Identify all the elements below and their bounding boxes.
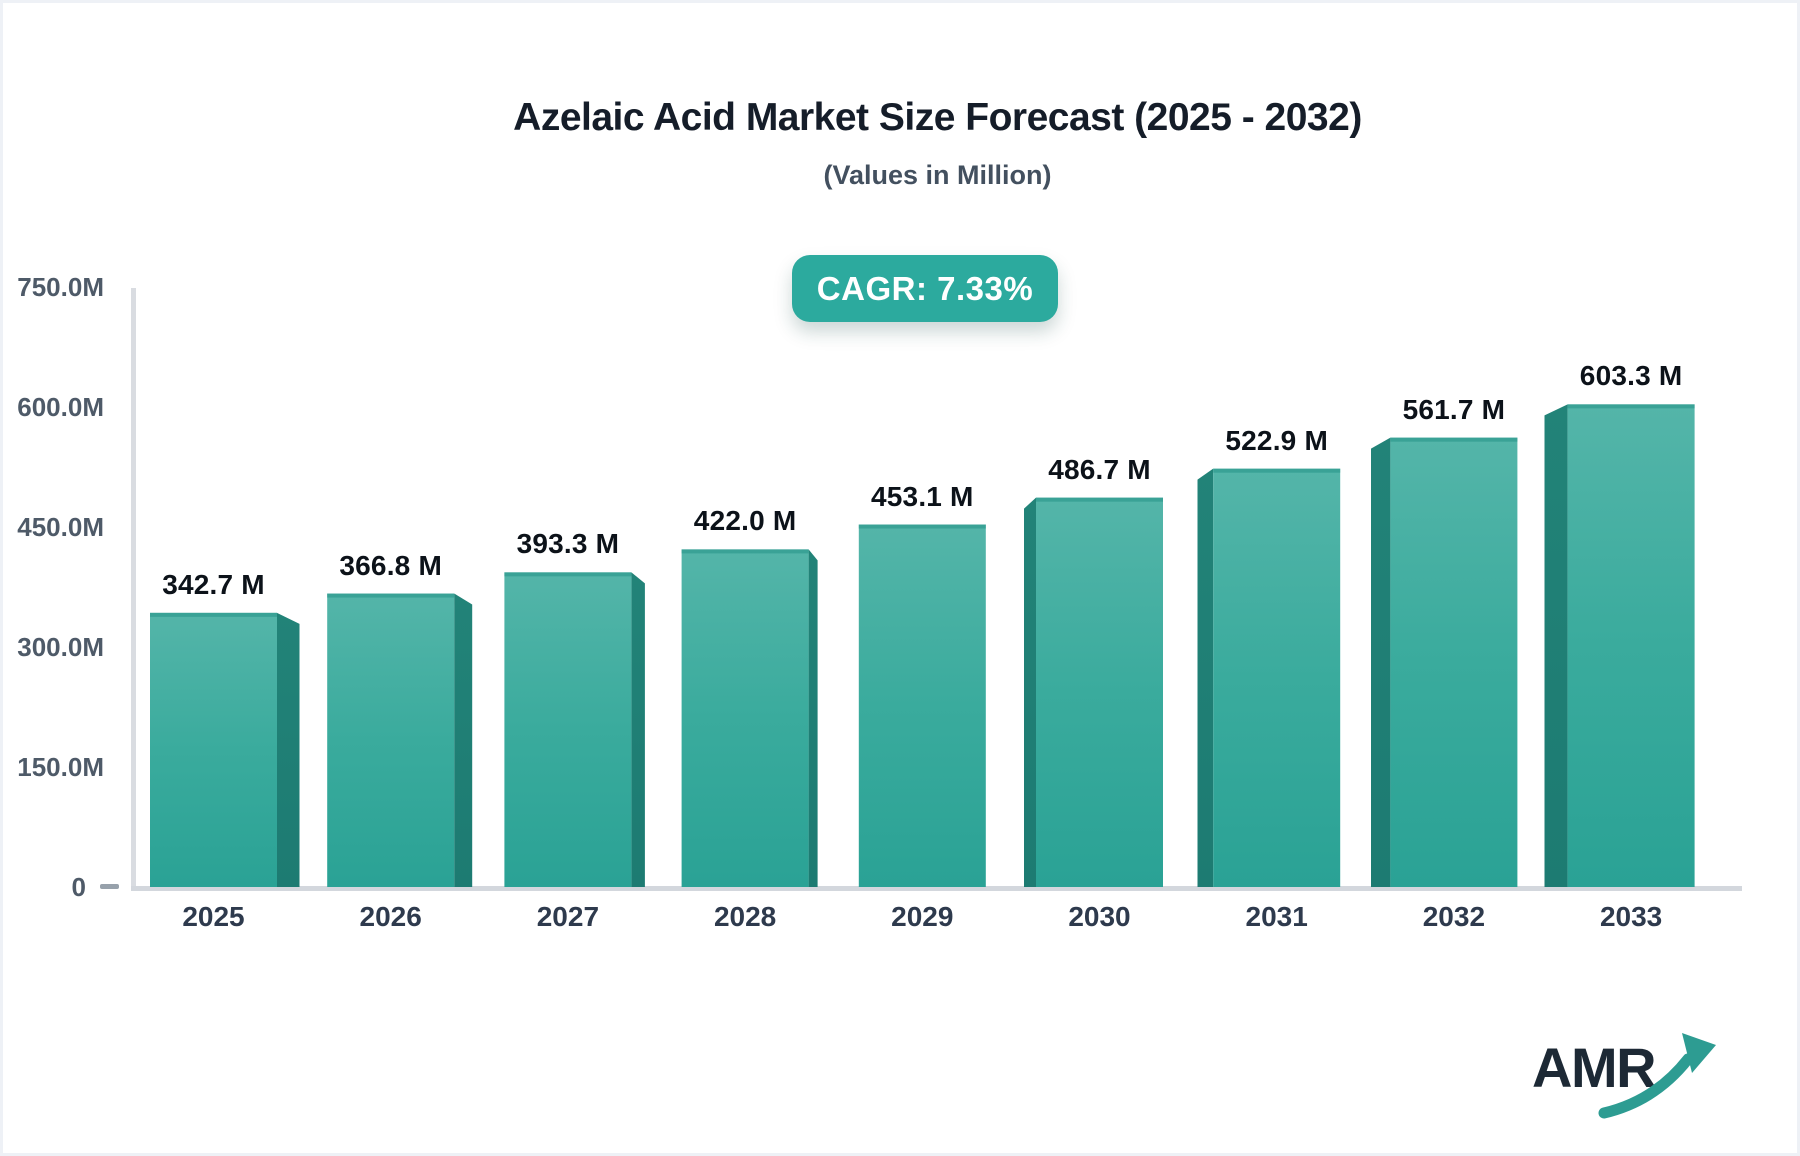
- bar-group-2028: [681, 549, 818, 887]
- cagr-badge-label: CAGR: 7.33%: [816, 269, 1034, 307]
- bar-side-face: [1371, 437, 1391, 887]
- bar-face-2030: [1036, 497, 1163, 887]
- bar-top-edge: [1390, 437, 1518, 442]
- bar-side-face: [454, 593, 473, 887]
- y-axis-line: [131, 288, 136, 888]
- bar-side-face: [808, 549, 818, 887]
- bar-top-edge: [150, 612, 277, 617]
- y-tick-label-0: 0: [71, 872, 86, 902]
- bar-face-2027: [504, 572, 632, 887]
- y-tick-label-600.0M: 600.0M: [17, 392, 104, 422]
- y-tick-label-150.0M: 150.0M: [17, 752, 104, 782]
- x-axis-baseline: [131, 886, 1742, 891]
- bar-side-face: [1024, 497, 1036, 887]
- zero-tick-mark: [100, 884, 119, 889]
- value-label-2028: 422.0 M: [693, 505, 797, 537]
- growth-arrow-icon: [1598, 1033, 1716, 1119]
- bar-top-edge: [504, 572, 632, 577]
- cagr-badge: CAGR: 7.33%: [792, 255, 1058, 322]
- bar-face-2032: [1390, 437, 1518, 887]
- bar-side-face: [277, 612, 300, 887]
- y-tick-label-750.0M: 750.0M: [17, 272, 104, 302]
- bar-group-2029: [858, 524, 986, 887]
- x-tick-label-2027: 2027: [536, 901, 600, 932]
- bar-top-edge: [1213, 468, 1341, 473]
- bar-top-edge: [1567, 404, 1695, 409]
- bar-group-2026: [327, 593, 473, 887]
- value-label-2030: 486.7 M: [1048, 453, 1151, 485]
- x-tick-label-2031: 2031: [1245, 901, 1308, 932]
- chart-title: Azelaic Acid Market Size Forecast (2025 …: [513, 96, 1362, 139]
- bar-top-edge: [327, 593, 455, 598]
- bar-group-2027: [504, 572, 645, 887]
- bar-side-face: [1544, 404, 1568, 887]
- x-tick-label-2033: 2033: [1599, 901, 1663, 932]
- bar-face-2029: [858, 524, 986, 887]
- value-label-2025: 342.7 M: [162, 568, 265, 600]
- value-label-2026: 366.8 M: [339, 549, 442, 581]
- bar-top-edge: [681, 549, 809, 554]
- x-tick-label-2026: 2026: [359, 901, 422, 932]
- amr-logo-text: AMR: [1532, 1036, 1657, 1099]
- bar-group-2033: [1544, 404, 1695, 887]
- y-tick-label-450.0M: 450.0M: [17, 512, 104, 542]
- bar-face-2026: [327, 593, 455, 887]
- bar-side-face: [631, 572, 645, 887]
- bar-group-2032: [1371, 437, 1518, 887]
- bar-group-2031: [1197, 468, 1341, 887]
- x-tick-label-2030: 2030: [1068, 901, 1131, 932]
- value-label-2031: 522.9 M: [1225, 424, 1328, 456]
- amr-logo: AMR: [1528, 1033, 1728, 1128]
- x-tick-label-2028: 2028: [713, 901, 777, 932]
- bar-face-2033: [1567, 404, 1695, 887]
- bar-group-2025: [150, 612, 300, 887]
- x-tick-label-2025: 2025: [182, 901, 245, 932]
- y-tick-label-300.0M: 300.0M: [17, 632, 104, 662]
- bar-face-2028: [681, 549, 809, 887]
- bar-face-2031: [1213, 468, 1341, 887]
- value-label-2033: 603.3 M: [1579, 360, 1683, 392]
- bar-top-edge: [1036, 497, 1163, 502]
- x-tick-label-2032: 2032: [1422, 901, 1486, 932]
- bar-group-2030: [1024, 497, 1163, 887]
- value-label-2029: 453.1 M: [871, 480, 974, 512]
- bar-face-2025: [150, 612, 277, 887]
- value-label-2032: 561.7 M: [1402, 393, 1506, 425]
- chart-subtitle: (Values in Million): [823, 160, 1052, 190]
- bar-top-edge: [858, 524, 986, 529]
- bar-side-face: [1197, 468, 1214, 887]
- value-label-2027: 393.3 M: [516, 528, 620, 560]
- x-tick-label-2029: 2029: [891, 901, 954, 932]
